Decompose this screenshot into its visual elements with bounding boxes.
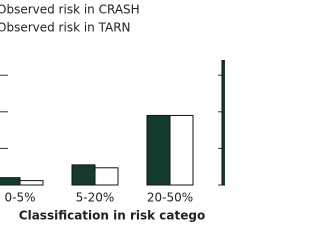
bar [71,164,96,186]
legend-label: Observed risk in CRASH [0,3,140,17]
bar [94,167,119,186]
bar [221,60,225,186]
x-tick-label: 5-20% [76,191,115,205]
bar [146,114,171,186]
x-tick-label: 0-5% [4,191,35,205]
legend-label: Observed risk in TARN [0,21,131,35]
bar [0,177,21,186]
chart: Classification in risk catego 0-5% 5-20% 2… [0,3,225,223]
x-axis-title: Classification in risk catego [19,209,205,223]
bar [19,180,44,186]
bar [169,114,194,186]
x-tick-label: 20-50% [147,191,193,205]
